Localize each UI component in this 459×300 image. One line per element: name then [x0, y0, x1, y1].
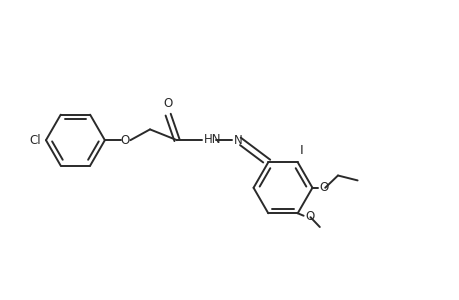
Text: Cl: Cl: [29, 134, 41, 147]
Text: N: N: [234, 134, 242, 147]
Text: O: O: [304, 210, 313, 223]
Text: O: O: [163, 97, 173, 110]
Text: O: O: [121, 134, 130, 147]
Text: HN: HN: [203, 133, 220, 146]
Text: I: I: [299, 144, 303, 158]
Text: O: O: [319, 181, 328, 194]
